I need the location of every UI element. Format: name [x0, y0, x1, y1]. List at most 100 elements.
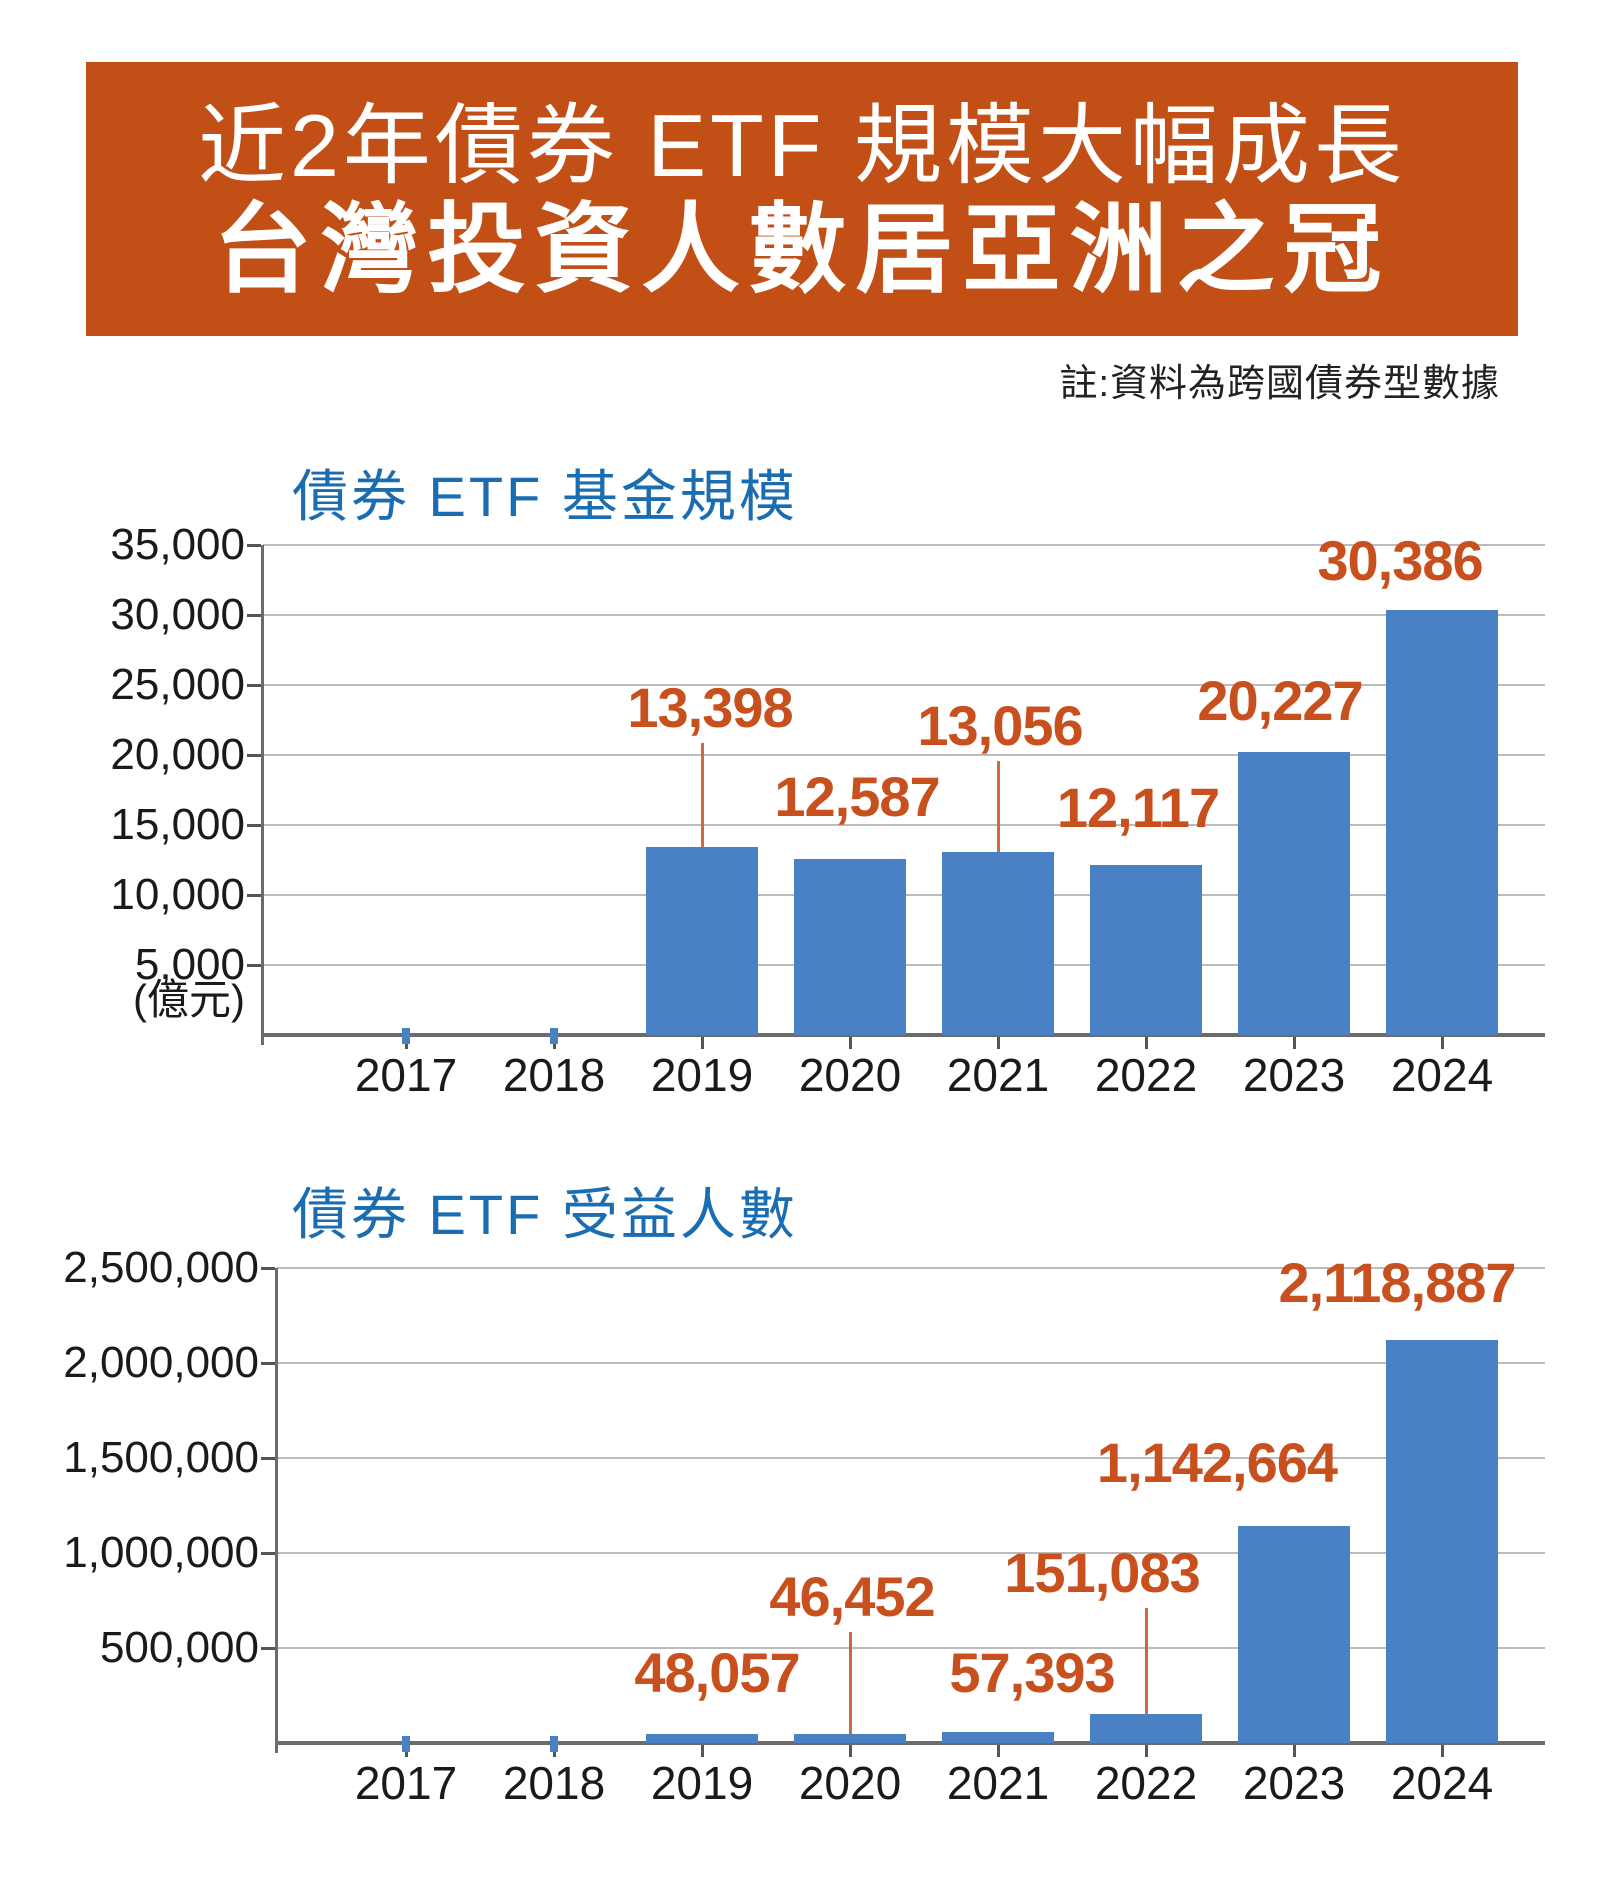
chart2-y-tick-label: 1,000,000: [63, 1528, 259, 1577]
chart2-bar-2019: [646, 1734, 758, 1743]
chart1-x-label-2019: 2019: [650, 1049, 754, 1101]
chart2-y-tick-label: 1,500,000: [63, 1433, 259, 1482]
chart1-y-tick: [247, 894, 261, 897]
chart2-bar-2023: [1238, 1526, 1350, 1743]
chart2-bar-2024: [1386, 1340, 1498, 1743]
chart2-y-tick: [261, 1552, 275, 1555]
chart2-gridline: [277, 1362, 1545, 1364]
chart1-bar-2022: [1090, 865, 1202, 1035]
chart1-x-tick: [849, 1037, 852, 1049]
chart2-value-label-2021: 57,393: [949, 1641, 1115, 1704]
chart2-y-tick-label: 2,500,000: [63, 1243, 259, 1292]
chart1-x-tick: [1145, 1037, 1148, 1049]
chart2-y-tick: [261, 1457, 275, 1460]
chart2-y-tick: [261, 1362, 275, 1365]
chart1-y-tick-label: 15,000: [110, 800, 245, 849]
chart1-value-label-2023: 20,227: [1197, 669, 1363, 732]
chart1-x-tick: [701, 1037, 704, 1049]
chart2-y-tick: [261, 1647, 275, 1650]
chart1-value-label-2020: 12,587: [774, 765, 940, 828]
chart2-x-label-2018: 2018: [502, 1757, 606, 1809]
chart1-y-tick-label: 35,000: [110, 520, 245, 569]
chart2-value-label-2023: 1,142,664: [1096, 1431, 1338, 1494]
chart2-y-tick-label: 500,000: [99, 1623, 259, 1672]
chart2-gridline: [277, 1267, 1545, 1269]
chart1-y-tick-label: 10,000: [110, 870, 245, 919]
chart2-bar-2018: [550, 1736, 558, 1752]
chart2-bar-2017: [402, 1736, 410, 1752]
chart2-x-tick: [1441, 1745, 1444, 1757]
chart1-y-tick: [247, 614, 261, 617]
chart1-x-label-2024: 2024: [1390, 1049, 1494, 1101]
chart2-y-tick-label: 2,000,000: [63, 1338, 259, 1387]
chart2-y-tick: [261, 1267, 275, 1270]
header-title-line1: 近2年債券 ETF 規模大幅成長: [197, 96, 1407, 195]
chart1-x-label-2022: 2022: [1094, 1049, 1198, 1101]
chart1-y-tick: [247, 824, 261, 827]
chart1-bar-2018: [550, 1028, 558, 1044]
chart1-leader-line-2021: [997, 761, 1000, 852]
chart1-leader-line-2019: [701, 743, 704, 847]
chart2-gridline: [277, 1647, 1545, 1649]
chart1-y-tick-label: 30,000: [110, 590, 245, 639]
chart2-value-label-2024: 2,118,887: [1278, 1251, 1516, 1314]
chart2-x-tick: [701, 1745, 704, 1757]
chart2-leader-line-2022: [1145, 1608, 1148, 1714]
chart2-title: 債券 ETF 受益人數: [292, 1183, 798, 1246]
chart1-x-label-2018: 2018: [502, 1049, 606, 1101]
chart1-title: 債券 ETF 基金規模: [292, 465, 798, 528]
chart2-value-label-2020: 46,452: [769, 1565, 935, 1628]
header-banner: 近2年債券 ETF 規模大幅成長 台灣投資人數居亞洲之冠: [86, 62, 1518, 336]
chart2-x-label-2021: 2021: [946, 1757, 1050, 1809]
chart2-x-axis-baseline: [275, 1741, 1545, 1745]
chart1-value-label-2024: 30,386: [1317, 529, 1483, 592]
chart1-bar-2017: [402, 1028, 410, 1044]
chart2-x-label-2017: 2017: [354, 1757, 458, 1809]
chart1-bar-2019: [646, 847, 758, 1035]
chart1-x-label-2020: 2020: [798, 1049, 902, 1101]
chart2-x-label-2022: 2022: [1094, 1757, 1198, 1809]
chart1-bar-2020: [794, 859, 906, 1035]
chart1-y-tick-label: 20,000: [110, 730, 245, 779]
chart1-gridline: [263, 754, 1545, 756]
chart2-x-label-2019: 2019: [650, 1757, 754, 1809]
chart1-x-label-2017: 2017: [354, 1049, 458, 1101]
chart1-x-label-2023: 2023: [1242, 1049, 1346, 1101]
chart1-gridline: [263, 614, 1545, 616]
chart2-x-tick: [1293, 1745, 1296, 1757]
chart2-y-axis: [275, 1268, 278, 1753]
chart1-y-tick: [247, 544, 261, 547]
chart1-y-tick: [247, 754, 261, 757]
chart2-gridline: [277, 1552, 1545, 1554]
chart2-bar-2021: [942, 1732, 1054, 1743]
chart2-x-tick: [1145, 1745, 1148, 1757]
chart1-y-tick: [247, 684, 261, 687]
chart1-x-label-2021: 2021: [946, 1049, 1050, 1101]
chart2-x-tick: [849, 1745, 852, 1757]
chart1-gridline: [263, 544, 1545, 546]
header-title-line2: 台灣投資人數居亞洲之冠: [213, 194, 1391, 304]
chart2-bar-2022: [1090, 1714, 1202, 1743]
chart1-value-label-2021: 13,056: [917, 694, 1083, 757]
chart1-x-tick: [997, 1037, 1000, 1049]
chart1-bar-2024: [1386, 610, 1498, 1035]
chart1-value-label-2019: 13,398: [627, 676, 793, 739]
chart2-value-label-2019: 48,057: [634, 1641, 800, 1704]
chart2-x-label-2023: 2023: [1242, 1757, 1346, 1809]
chart2-x-label-2020: 2020: [798, 1757, 902, 1809]
chart2-value-label-2022: 151,083: [1004, 1541, 1200, 1604]
chart1-y-tick-label: 5,000: [134, 940, 245, 989]
chart2-x-tick: [997, 1745, 1000, 1757]
chart2-bar-2020: [794, 1734, 906, 1743]
chart1-bar-2021: [942, 852, 1054, 1035]
chart2-leader-line-2020: [849, 1632, 852, 1734]
chart1-y-unit-label: (億元): [133, 976, 245, 1023]
chart1-gridline: [263, 684, 1545, 686]
chart1-y-axis: [261, 545, 264, 1045]
chart1-x-tick: [1293, 1037, 1296, 1049]
chart1-bar-2023: [1238, 752, 1350, 1035]
chart1-x-tick: [1441, 1037, 1444, 1049]
chart2-x-label-2024: 2024: [1390, 1757, 1494, 1809]
chart1-gridline: [263, 824, 1545, 826]
